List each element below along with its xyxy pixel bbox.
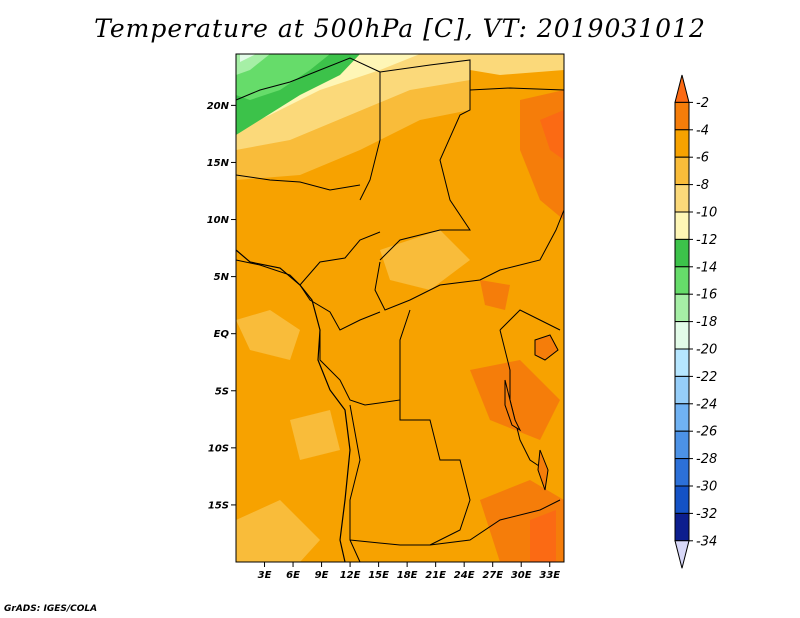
map-title: Temperature at 500hPa [C], VT: 201903101… <box>94 14 706 43</box>
colorbar-swatch <box>674 512 690 542</box>
colorbar-swatch <box>674 156 690 186</box>
credit-label: GrADS: IGES/COLA <box>4 604 98 614</box>
colorbar-label: -6 <box>696 151 709 166</box>
colorbar-swatch <box>674 101 690 131</box>
colorbar-label: -24 <box>696 397 717 412</box>
colorbar-label: -14 <box>696 260 717 275</box>
lon-tick-label: 24E <box>454 570 475 581</box>
latitude-axis: 20N 15N 10N 5N EQ 5S 10S 15S <box>207 101 236 511</box>
colorbar-label: -18 <box>696 315 717 330</box>
longitude-axis: 3E 6E 9E 12E 15E 18E 21E 24E 27E 30E 33E <box>258 562 560 581</box>
colorbar-swatch <box>674 266 690 295</box>
colorbar-label: -34 <box>696 534 717 549</box>
lon-tick-label: 18E <box>397 570 418 581</box>
colorbar-swatch <box>674 293 690 323</box>
colorbar-label: -32 <box>696 507 717 522</box>
colorbar-swatch <box>674 348 690 377</box>
lon-tick-label: 12E <box>340 570 361 581</box>
lat-tick-label: 15S <box>208 500 229 511</box>
colorbar-label: -20 <box>696 343 717 358</box>
colorbar-top-arrow <box>674 74 690 103</box>
colorbar-label: -8 <box>696 178 709 193</box>
colorbar-swatch <box>674 321 690 350</box>
colorbar-label: -28 <box>696 452 717 467</box>
lat-tick-label: 5N <box>214 272 230 283</box>
lat-tick-label: EQ <box>214 329 230 340</box>
colorbar-label: -26 <box>696 425 717 440</box>
lon-tick-label: 33E <box>539 570 560 581</box>
colorbar-swatch <box>674 403 690 432</box>
lon-tick-label: 30E <box>511 570 532 581</box>
lon-tick-label: 21E <box>425 570 446 581</box>
colorbar-swatch <box>674 211 690 240</box>
lat-tick-label: 10S <box>208 443 229 454</box>
lat-tick-label: 15N <box>207 158 230 169</box>
colorbar-swatch <box>674 458 690 487</box>
colorbar-label: -2 <box>696 96 709 111</box>
colorbar-label: -16 <box>696 288 717 303</box>
colorbar-swatch <box>674 375 690 405</box>
colorbar-bottom-arrow <box>674 540 690 569</box>
lat-tick-label: 20N <box>207 101 230 112</box>
lat-tick-label: 5S <box>215 386 229 397</box>
lon-tick-label: 6E <box>286 570 300 581</box>
colorbar: -2 -4 -6 -8 -10 -12 -14 -16 -18 -20 -22 -24 -26 -28 -3… <box>674 74 717 569</box>
lon-tick-label: 9E <box>315 570 329 581</box>
colorbar-label: -4 <box>696 123 709 138</box>
colorbar-label: -22 <box>696 370 717 385</box>
colorbar-swatch <box>674 129 690 158</box>
colorbar-label: -30 <box>696 480 717 495</box>
lon-tick-label: 27E <box>482 570 503 581</box>
colorbar-swatch <box>674 430 690 460</box>
temperature-field <box>235 54 565 563</box>
colorbar-label: -12 <box>696 233 717 248</box>
lon-tick-label: 3E <box>258 570 272 581</box>
lon-tick-label: 15E <box>368 570 389 581</box>
map-frame <box>235 53 565 563</box>
colorbar-swatch <box>674 238 690 268</box>
colorbar-swatch <box>674 485 690 514</box>
colorbar-swatch <box>674 184 690 213</box>
colorbar-label: -10 <box>696 206 717 221</box>
lat-tick-label: 10N <box>207 215 230 226</box>
